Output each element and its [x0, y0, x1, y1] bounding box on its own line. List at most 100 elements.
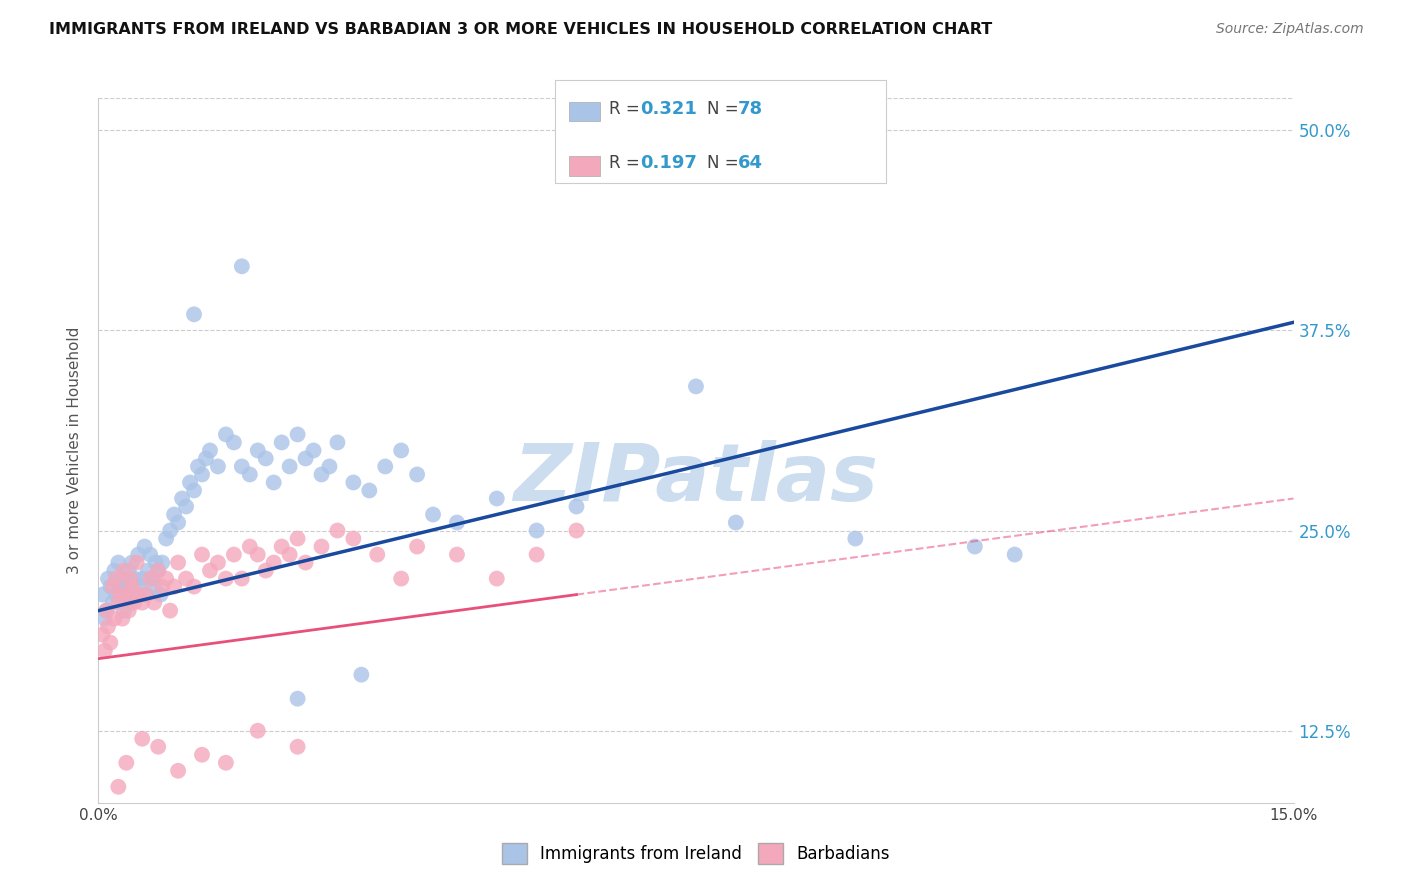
Point [143, 596, 166, 610]
Point [135, 588, 157, 602]
Point [94, 643, 117, 657]
Point [150, 556, 173, 570]
Point [326, 524, 349, 538]
Point [111, 572, 134, 586]
Text: R =: R = [609, 154, 645, 172]
Text: IMMIGRANTS FROM IRELAND VS BARBADIAN 3 OR MORE VEHICLES IN HOUSEHOLD CORRELATION: IMMIGRANTS FROM IRELAND VS BARBADIAN 3 O… [49, 22, 993, 37]
Point [389, 443, 412, 458]
Point [263, 556, 285, 570]
Point [215, 756, 238, 770]
Point [98, 635, 122, 649]
Point [187, 459, 209, 474]
Point [94, 612, 117, 626]
Point [97, 572, 120, 586]
Point [565, 500, 588, 514]
Point [107, 780, 129, 794]
Point [91, 588, 114, 602]
Point [191, 548, 214, 562]
Point [96, 604, 118, 618]
Point [239, 540, 262, 554]
Point [263, 475, 285, 490]
Point [127, 548, 149, 562]
Point [246, 548, 269, 562]
Point [150, 580, 173, 594]
Point [167, 764, 190, 778]
Point [120, 572, 142, 586]
Point [110, 580, 132, 594]
Point [101, 596, 124, 610]
Text: 64: 64 [738, 154, 763, 172]
Point [174, 572, 197, 586]
Text: ZIPatlas: ZIPatlas [513, 440, 879, 517]
Point [270, 435, 292, 450]
Point [128, 580, 150, 594]
Point [142, 572, 165, 586]
Point [195, 451, 218, 466]
Point [287, 532, 309, 546]
Point [526, 524, 548, 538]
Text: R =: R = [609, 100, 645, 118]
Point [159, 524, 181, 538]
Point [139, 548, 162, 562]
Point [685, 379, 707, 393]
Point [963, 540, 986, 554]
Text: 0.321: 0.321 [640, 100, 696, 118]
Y-axis label: 3 or more Vehicles in Household: 3 or more Vehicles in Household [67, 326, 83, 574]
Point [111, 612, 134, 626]
Point [127, 588, 149, 602]
Point [131, 596, 153, 610]
Point [163, 580, 186, 594]
Point [104, 588, 127, 602]
Point [231, 459, 253, 474]
Point [485, 491, 508, 506]
Point [485, 572, 508, 586]
Point [207, 459, 229, 474]
Point [198, 564, 221, 578]
Point [222, 548, 245, 562]
Point [374, 459, 396, 474]
Point [172, 491, 194, 506]
Point [446, 548, 468, 562]
Point [183, 580, 205, 594]
Point [198, 443, 221, 458]
Point [115, 756, 138, 770]
Point [446, 516, 468, 530]
Point [422, 508, 444, 522]
Point [136, 564, 159, 578]
Point [350, 667, 373, 681]
Point [124, 572, 146, 586]
Point [191, 467, 214, 482]
Point [125, 556, 148, 570]
Point [302, 443, 325, 458]
Point [134, 540, 156, 554]
Point [103, 564, 125, 578]
Point [101, 580, 124, 594]
Point [270, 540, 292, 554]
Text: 0.197: 0.197 [640, 154, 696, 172]
Legend: Immigrants from Ireland, Barbadians: Immigrants from Ireland, Barbadians [494, 835, 898, 872]
Point [342, 475, 364, 490]
Point [215, 572, 238, 586]
Point [246, 723, 269, 738]
Point [163, 508, 186, 522]
Point [239, 467, 262, 482]
Point [844, 532, 866, 546]
Point [311, 540, 333, 554]
Point [278, 548, 301, 562]
Text: N =: N = [707, 100, 744, 118]
Point [107, 596, 129, 610]
Point [97, 619, 120, 633]
Point [148, 564, 170, 578]
Point [103, 612, 125, 626]
Point [222, 435, 245, 450]
Point [215, 427, 238, 442]
Point [149, 588, 172, 602]
Point [148, 739, 170, 754]
Point [287, 739, 309, 754]
Point [174, 500, 197, 514]
Text: Source: ZipAtlas.com: Source: ZipAtlas.com [1216, 22, 1364, 37]
Point [179, 475, 201, 490]
Point [110, 588, 132, 602]
Point [155, 572, 177, 586]
Point [120, 596, 142, 610]
